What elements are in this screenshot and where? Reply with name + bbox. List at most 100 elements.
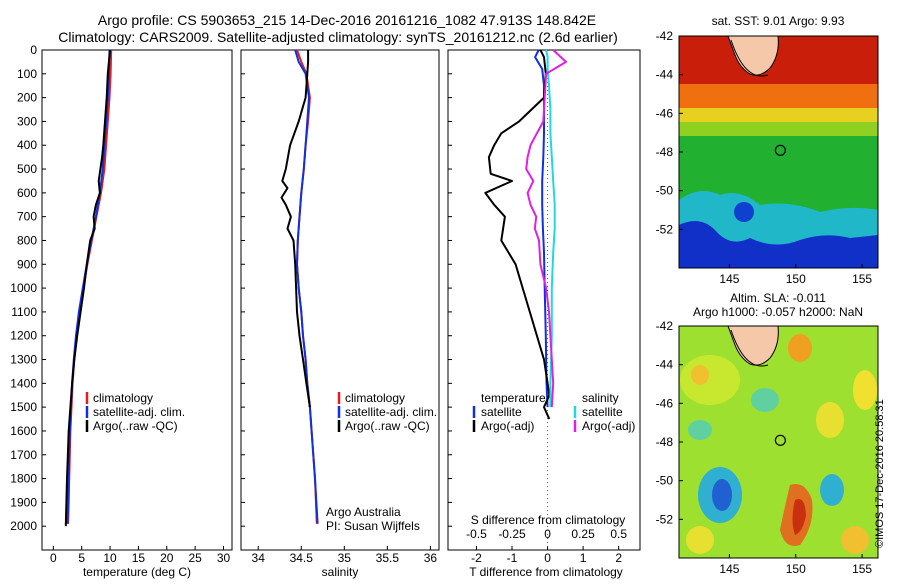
temperature-x-axis: 0 5 10 15 20 25 30 [50,546,230,565]
legend-label: Argo(..raw -QC) [345,419,430,433]
series-argo-raw-qc [64,49,112,527]
legend-title-temperature: temperature [481,391,546,405]
tasmania-coast [727,326,779,366]
sst-cold-region [679,221,878,268]
sla-high-2 [691,365,709,385]
temperature-legend: climatology satellite-adj. clim. Argo(..… [85,391,185,433]
s-tick-label: 0.25 [571,527,595,541]
x-tick-label: 35.5 [376,551,400,565]
series-satellite-temperature [534,49,549,408]
depth-tick-label: 900 [17,257,37,271]
sla-map [679,326,878,558]
x-tick-label: 0 [50,551,57,565]
sla-low-4 [820,474,844,506]
x-tick-label: -1 [507,551,518,565]
map-y-tick-label: -50 [656,184,674,198]
temperature-series [64,49,113,527]
series-argo-adj-salinity [525,49,567,408]
imos-timestamp: ©IMOS 17-Dec-2016 20:58:31 [874,399,886,548]
argo-float-marker [774,144,786,156]
map-y-tick-label: -42 [656,319,674,333]
temperature-axis-label: temperature (deg C) [83,565,191,579]
x-tick-label: 35 [338,551,352,565]
x-tick-label: -2 [471,551,482,565]
s-tick-label: -0.5 [466,527,487,541]
map-y-tick-label: -46 [656,396,674,410]
sla-blob [680,355,740,405]
sst-yellow-band [679,108,878,126]
sla-map-title-1: Altim. SLA: -0.011 [730,291,826,305]
sla-high-7 [841,526,869,554]
difference-series [484,49,567,420]
map-y-tick-label: -50 [656,474,674,488]
sst-lime-band [679,122,878,136]
x-tick-label: 2 [615,551,622,565]
sla-high-3 [816,402,844,438]
depth-tick-label: 0 [30,43,37,57]
salinity-panel [240,49,440,551]
map-y-tick-label: -48 [656,435,674,449]
legend-label: satellite-adj. clim. [345,405,437,419]
salinity-legend: climatology satellite-adj. clim. Argo(..… [326,391,437,533]
sla-map-title-2: Argo h1000: -0.057 h2000: NaN [693,305,863,319]
depth-tick-label: 600 [17,186,37,200]
salinity-axis-label: salinity [322,565,359,579]
map-y-tick-label: -42 [656,29,674,43]
difference-legend: temperature satellite Argo(-adj) salinit… [472,391,635,433]
argo-float-marker [774,434,786,446]
series-satellite-adj-clim [294,49,319,524]
legend-title-salinity: salinity [582,391,619,405]
depth-tick-label: 2000 [10,519,37,533]
depth-tick-label: 1300 [10,353,37,367]
map-y-tick-label: -44 [656,358,674,372]
sla-high-1 [788,334,812,362]
shelf-contour [730,39,769,77]
sla-low-1 [751,388,779,412]
sst-map-axes: -42 -44 -46 -48 -50 -52 145 150 155 [656,29,873,286]
map-x-tick-label: 150 [786,272,806,286]
depth-tick-label: 1500 [10,400,37,414]
s-difference-axis-label: S difference from climatology [471,513,626,527]
depth-tick-label: 1800 [10,472,37,486]
series-argo-adj-temperature [484,49,551,420]
legend-label: Argo(..raw -QC) [93,419,178,433]
sst-map [679,36,878,268]
depth-tick-label: 1900 [10,495,37,509]
map-x-tick-label: 155 [852,272,872,286]
tasmania-coast [727,36,779,76]
map-y-tick-label: -48 [656,145,674,159]
legend-label: Argo(-adj) [582,419,635,433]
salinity-series [280,49,319,524]
depth-tick-label: 1000 [10,281,37,295]
shelf-contour [730,329,769,367]
depth-tick-label: 800 [17,233,37,247]
depth-tick-label: 1600 [10,424,37,438]
x-tick-label: 34.5 [290,551,314,565]
sla-high-6 [686,526,714,554]
depth-tick-label: 300 [17,114,37,128]
x-tick-label: 25 [188,551,202,565]
legend-label: satellite-adj. clim. [93,405,185,419]
title-line-2: Climatology: CARS2009. Satellite-adjuste… [58,29,618,45]
x-tick-label: 30 [217,551,231,565]
map-x-tick-label: 150 [786,562,806,576]
legend-label: satellite [481,405,522,419]
depth-tick-label: 1700 [10,448,37,462]
depth-tick-label: 1100 [11,305,37,319]
s-tick-label: -0.25 [498,527,526,541]
sla-low-core [712,479,732,511]
legend-label: climatology [93,391,153,405]
map-y-tick-label: -46 [656,106,674,120]
title-line-1: Argo profile: CS 5903653_215 14-Dec-2016… [98,12,596,28]
legend-label: satellite [582,405,623,419]
depth-tick-label: 500 [17,162,37,176]
depth-tick-label: 1200 [10,329,37,343]
x-tick-label: 0 [544,551,551,565]
series-satellite-salinity [545,49,556,408]
difference-axis-label: T difference from climatology [469,565,623,579]
depth-axis: 0 100 200 300 400 500 600 700 800 900 1000 1100 1200… [10,43,452,533]
depth-tick-label: 200 [17,91,37,105]
legend-label: Argo(-adj) [481,419,534,433]
x-tick-label: 15 [132,551,146,565]
